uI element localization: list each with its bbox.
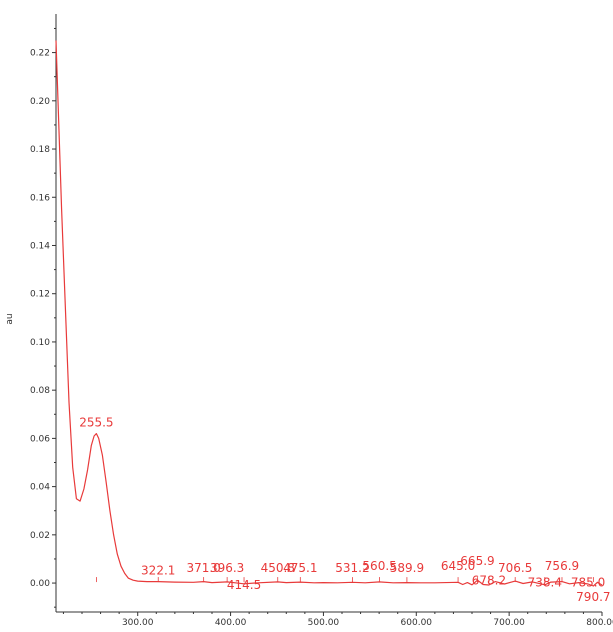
x-tick-label: 300.00 [122, 618, 154, 628]
peak-label: 706.5 [498, 561, 532, 575]
y-tick-label: 0.02 [30, 531, 50, 541]
x-tick-label: 700.00 [493, 618, 525, 628]
y-axis-title: au [5, 313, 15, 324]
peak-label: 322.1 [141, 564, 175, 578]
x-tick-label: 600.00 [401, 618, 433, 628]
peak-label: 678.2 [472, 573, 506, 587]
y-tick-label: 0.20 [30, 97, 50, 107]
peak-label: 756.9 [545, 559, 579, 573]
y-tick-label: 0.12 [30, 290, 50, 300]
y-tick-label: 0.14 [30, 241, 50, 251]
y-tick-label: 0.18 [30, 145, 50, 155]
y-tick-label: 0.00 [30, 579, 50, 589]
peak-label: 790.7 [576, 590, 610, 604]
series-layer [55, 40, 603, 587]
peak-label: 396.3 [210, 561, 244, 575]
x-tick-label: 500.00 [308, 618, 340, 628]
y-tick-label: 0.16 [30, 193, 50, 203]
peak-label: 589.9 [390, 561, 424, 575]
peak-label: 738.4 [528, 576, 562, 590]
y-tick-label: 0.04 [30, 483, 50, 493]
peak-label: 665.9 [460, 554, 494, 568]
peak-label: 785.0 [571, 576, 605, 590]
y-tick-label: 0.06 [30, 434, 50, 444]
axes-layer: 0.00 0.02 0.04 0.06 0.08 0.10 0.12 0.14 0.16 0.18… [5, 14, 613, 628]
peak-label: 475.1 [283, 561, 317, 575]
peak-label: 255.5 [79, 415, 113, 429]
peak-label: 414.5 [227, 578, 261, 592]
y-tick-label: 0.08 [30, 386, 50, 396]
peak-label: 371.0 [186, 561, 220, 575]
y-tick-label: 0.10 [30, 338, 50, 348]
y-tick-label: 0.22 [30, 49, 50, 59]
spectrum-series-line [55, 40, 603, 587]
peak-label: 645.0 [441, 559, 475, 573]
peak-label: 560.5 [362, 559, 396, 573]
x-tick-label: 400.00 [215, 618, 247, 628]
peak-label: 450.8 [261, 561, 295, 575]
x-tick-label: 800.00 [586, 618, 613, 628]
peak-label: 531.2 [335, 561, 369, 575]
